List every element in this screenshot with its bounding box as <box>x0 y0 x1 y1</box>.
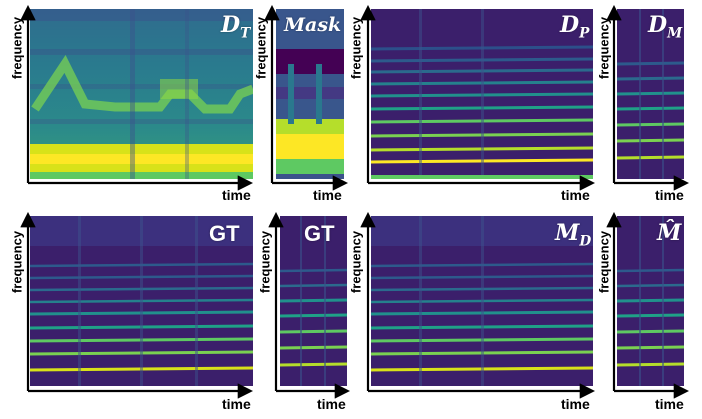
spectrogram-dt <box>30 9 253 179</box>
panel-title-dt: DT <box>221 12 251 42</box>
y-axis-label-mhat: frequency <box>596 230 612 294</box>
panel-title-mhat: M̂ <box>657 220 682 246</box>
y-axis-label-dm: frequency <box>596 16 612 80</box>
x-axis-label-dm: time <box>655 187 684 203</box>
y-axis-label-dp: frequency <box>348 16 364 80</box>
panel-title-mask: Mask <box>284 14 342 36</box>
spectrogram-mhat <box>617 216 684 386</box>
panel-title-md: MD <box>555 220 592 250</box>
x-axis-label-mask: time <box>313 187 342 203</box>
spectrogram-gt1 <box>30 216 253 386</box>
x-axis-label-mhat: time <box>655 396 684 412</box>
spectrogram-dp <box>371 9 593 179</box>
panel-title-gt1: GT <box>209 221 240 246</box>
panel-title-dm: DM <box>648 12 683 42</box>
y-axis-label-mask: frequency <box>253 16 269 80</box>
panel-title-gt2: GT <box>304 221 335 246</box>
spectrogram-gt2 <box>280 216 347 386</box>
panel-title-dp: DP <box>560 12 590 42</box>
spectrogram-mask <box>276 9 344 179</box>
y-axis-label-gt1: frequency <box>9 230 25 294</box>
y-axis-label-dt: frequency <box>9 16 25 80</box>
x-axis-label-md: time <box>561 396 590 412</box>
x-axis-label-dp: time <box>561 187 590 203</box>
y-axis-label-md: frequency <box>348 230 364 294</box>
x-axis-label-gt1: time <box>222 396 251 412</box>
y-axis-label-gt2: frequency <box>257 230 273 294</box>
x-axis-label-dt: time <box>222 187 251 203</box>
spectrogram-dm <box>617 9 684 179</box>
spectrogram-md <box>371 216 593 386</box>
x-axis-label-gt2: time <box>317 396 346 412</box>
